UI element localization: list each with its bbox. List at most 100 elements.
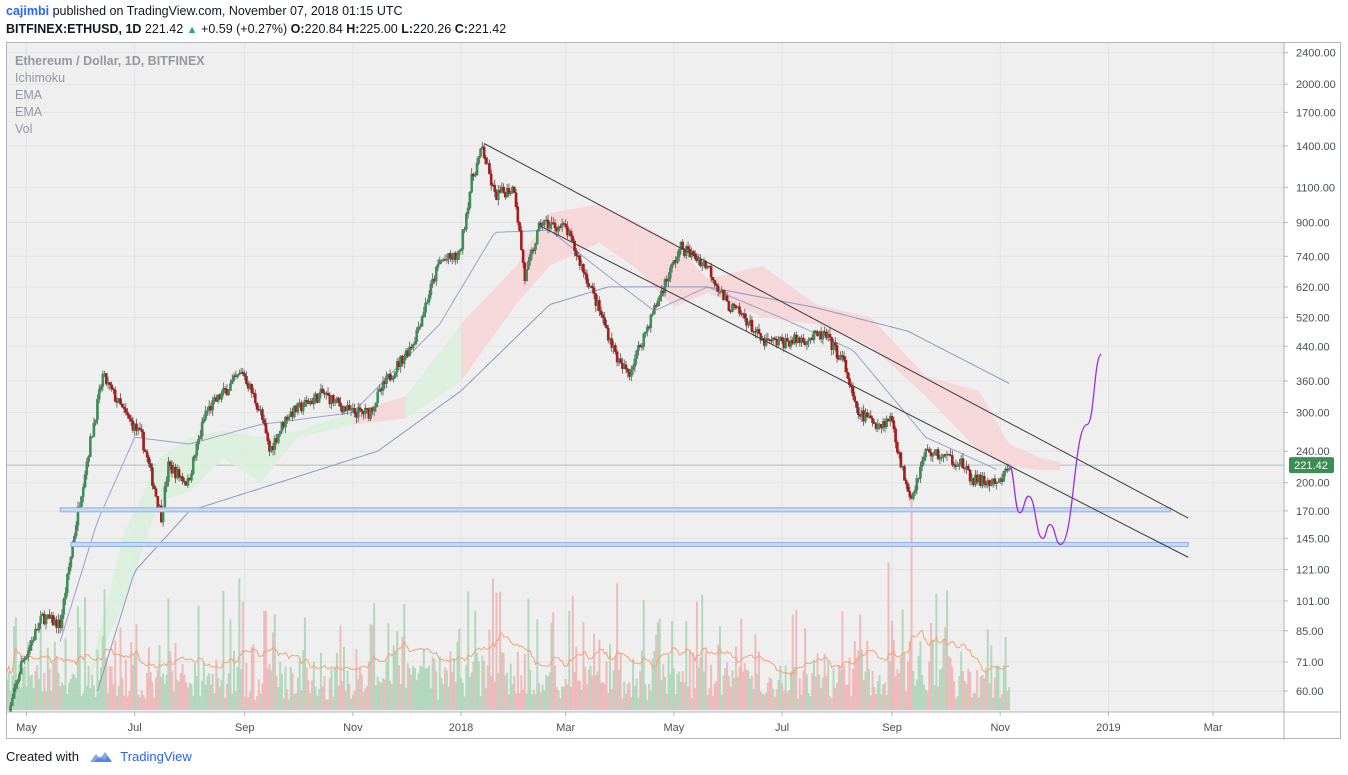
volume-bar bbox=[750, 675, 753, 710]
volume-bar bbox=[917, 656, 920, 710]
volume-bar bbox=[21, 668, 24, 710]
trendline-lower[interactable] bbox=[540, 225, 1189, 558]
candle-body bbox=[649, 314, 653, 329]
volume-bar bbox=[431, 656, 434, 710]
volume-bar bbox=[660, 679, 663, 710]
volume-bar bbox=[548, 672, 551, 710]
legend-ichimoku[interactable]: Ichimoku bbox=[15, 71, 66, 85]
volume-bar bbox=[472, 661, 475, 710]
candle-body bbox=[731, 303, 734, 313]
candle-body bbox=[669, 267, 672, 279]
candle-body bbox=[512, 186, 516, 193]
legend-title[interactable]: Ethereum / Dollar, 1D, BITFINEX bbox=[15, 54, 205, 68]
volume-bar bbox=[529, 670, 532, 710]
volume-bar bbox=[426, 667, 429, 710]
projection-path[interactable] bbox=[1008, 353, 1102, 546]
price-axis[interactable]: 2400.00 2000.00 1700.00 1400.00 1100.00 900.0… bbox=[1284, 48, 1336, 698]
candle-body bbox=[186, 478, 190, 486]
volume-bar bbox=[445, 670, 448, 710]
volume-bar bbox=[722, 675, 725, 710]
candle-body bbox=[922, 456, 926, 462]
volume-bar bbox=[353, 690, 356, 710]
volume-bar bbox=[227, 673, 230, 710]
volume-bar bbox=[690, 698, 693, 710]
volume-bar bbox=[616, 583, 619, 710]
candle-body bbox=[360, 409, 364, 412]
candle-body bbox=[727, 300, 731, 311]
legend-ema-2[interactable]: EMA bbox=[15, 105, 43, 119]
volume-bar bbox=[708, 687, 711, 710]
volume-bar bbox=[538, 683, 541, 710]
volume-bar bbox=[165, 674, 168, 710]
support-140[interactable] bbox=[70, 541, 1189, 547]
legend-volume[interactable]: Vol bbox=[15, 122, 33, 136]
volume-bar bbox=[266, 668, 269, 710]
volume-bar bbox=[676, 673, 679, 710]
volume-bar bbox=[665, 693, 668, 710]
volume-bar bbox=[323, 676, 326, 710]
volume-bar bbox=[181, 664, 184, 710]
volume-bar bbox=[151, 682, 154, 710]
candle-body bbox=[415, 330, 419, 342]
author-name[interactable]: cajimbi bbox=[6, 4, 50, 18]
support-170[interactable] bbox=[59, 507, 1171, 513]
volume-bar bbox=[926, 691, 929, 710]
candle-body bbox=[745, 318, 748, 326]
volume-bar bbox=[866, 640, 869, 710]
volume-bar bbox=[633, 685, 636, 710]
volume-bar bbox=[715, 681, 718, 710]
volume-bar bbox=[543, 690, 546, 710]
volume-bar bbox=[688, 651, 691, 710]
candle-body bbox=[725, 295, 729, 302]
tradingview-logo-icon[interactable] bbox=[89, 750, 113, 767]
volume-bar bbox=[108, 666, 111, 710]
volume-bar bbox=[103, 589, 106, 710]
volume-bar bbox=[536, 619, 539, 710]
candle-body bbox=[206, 410, 209, 412]
volume-bar bbox=[727, 675, 730, 710]
candle-body bbox=[855, 400, 858, 408]
volume-bar bbox=[578, 680, 581, 710]
price-tick-label: 1100.00 bbox=[1296, 183, 1335, 195]
time-axis[interactable]: May Jul Sep Nov 2018 Mar May Jul Sep Nov 2019 Mar bbox=[16, 712, 1223, 734]
candle-body bbox=[982, 475, 986, 484]
candle-body bbox=[667, 277, 670, 282]
volume-bar bbox=[525, 693, 528, 710]
volume-bar bbox=[275, 675, 278, 710]
tradingview-link[interactable]: TradingView bbox=[120, 749, 192, 764]
volume-bar bbox=[110, 666, 113, 710]
volume-bar bbox=[293, 693, 296, 710]
candle-body bbox=[60, 614, 64, 629]
volume-bar bbox=[479, 696, 482, 710]
volume-bar bbox=[66, 693, 69, 710]
volume-bar bbox=[580, 689, 583, 710]
volume-bar bbox=[655, 635, 658, 710]
candle-body bbox=[261, 409, 264, 420]
candle-body bbox=[993, 478, 997, 484]
ema-slow-line bbox=[97, 286, 1010, 692]
volume-bar bbox=[848, 657, 851, 710]
volume-bar bbox=[559, 698, 562, 710]
candle-body bbox=[846, 371, 849, 379]
candle-body bbox=[605, 324, 608, 329]
volume-bar bbox=[355, 649, 358, 710]
trendline-upper[interactable] bbox=[483, 143, 1189, 519]
volume-bar bbox=[766, 683, 769, 710]
volume-bar bbox=[55, 656, 58, 710]
volume-bar bbox=[969, 671, 972, 710]
volume-bar bbox=[238, 578, 241, 710]
volume-bar bbox=[468, 676, 471, 710]
volume-bar bbox=[107, 692, 110, 710]
volume-bar bbox=[408, 667, 411, 710]
volume-bar bbox=[1006, 691, 1009, 710]
legend-ema-1[interactable]: EMA bbox=[15, 88, 43, 102]
volume-bar bbox=[399, 684, 402, 710]
volume-bar bbox=[940, 668, 943, 710]
candle-body bbox=[429, 283, 433, 296]
candle-body bbox=[520, 230, 523, 250]
change-up-icon: ▲ bbox=[186, 24, 198, 36]
volume-bar bbox=[910, 498, 913, 710]
volume-bar bbox=[859, 614, 862, 710]
volume-bar bbox=[1002, 665, 1005, 710]
